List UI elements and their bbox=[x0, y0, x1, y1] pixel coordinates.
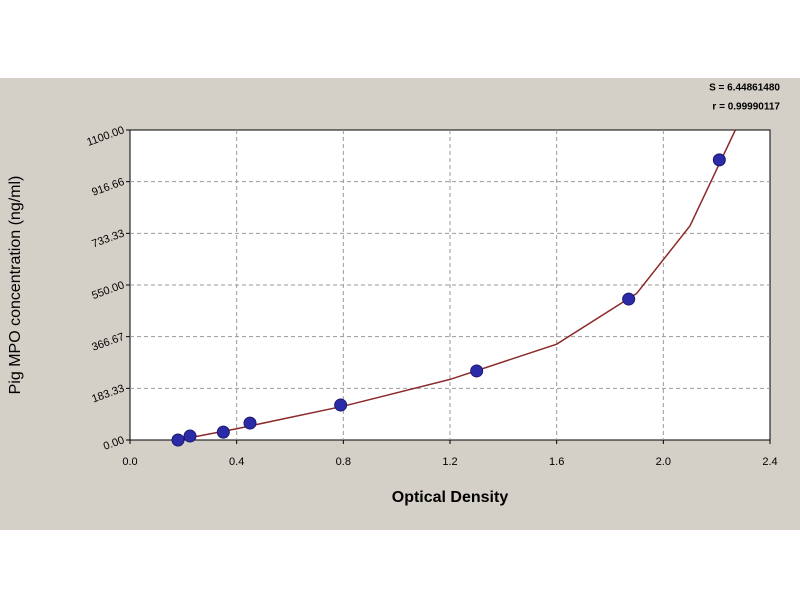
x-tick-label: 1.6 bbox=[549, 456, 564, 468]
data-point bbox=[216, 425, 230, 439]
annotation: r = 0.99990117 bbox=[712, 102, 780, 113]
x-tick-label: 0.8 bbox=[336, 456, 351, 468]
x-tick-label: 0.4 bbox=[229, 456, 244, 468]
x-tick-label: 0.0 bbox=[122, 456, 137, 468]
x-tick-label: 2.4 bbox=[762, 456, 777, 468]
x-tick-label: 1.2 bbox=[442, 456, 457, 468]
data-point bbox=[470, 364, 484, 378]
data-point bbox=[334, 398, 348, 412]
data-point bbox=[243, 416, 257, 430]
data-point bbox=[171, 433, 185, 447]
data-point bbox=[622, 292, 636, 306]
y-axis-title: Pig MPO concentration (ng/ml) bbox=[7, 176, 24, 395]
fit-curve bbox=[177, 129, 737, 441]
data-point bbox=[712, 153, 726, 167]
data-point bbox=[183, 429, 197, 443]
annotation: S = 6.44861480 bbox=[709, 83, 780, 94]
x-axis-title: Optical Density bbox=[392, 489, 509, 506]
x-tick-label: 2.0 bbox=[656, 456, 671, 468]
